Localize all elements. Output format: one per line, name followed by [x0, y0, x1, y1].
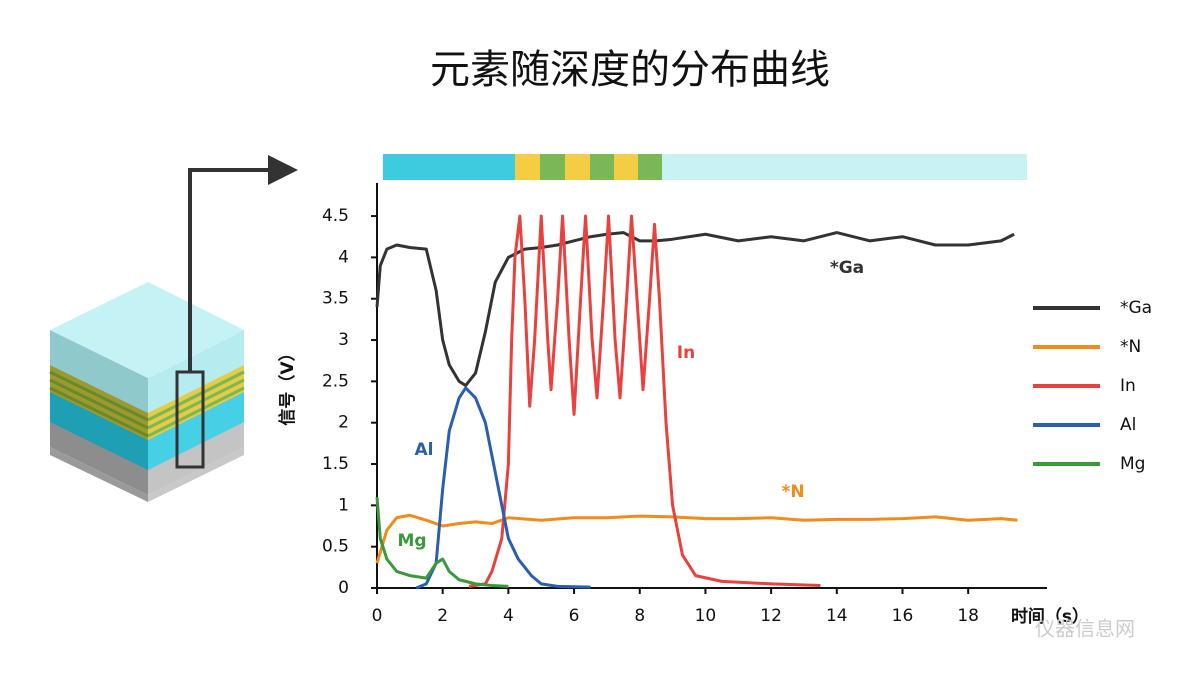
x-tick-label: 2: [437, 606, 448, 626]
series-line: [415, 386, 591, 590]
x-tick-label: 16: [892, 606, 914, 626]
y-tick-label: 2: [338, 413, 349, 433]
chart-title: 元素随深度的分布曲线: [430, 47, 830, 93]
x-tick-label: 10: [695, 606, 717, 626]
annotation: Al: [415, 440, 434, 460]
annotation: *Ga: [830, 258, 864, 278]
y-tick-label: 1: [338, 495, 349, 515]
series-line: [468, 214, 821, 588]
legend-label: Al: [1120, 415, 1136, 435]
annotation: *N: [781, 482, 804, 502]
legend-label: *N: [1120, 337, 1141, 357]
y-tick-label: 2.5: [322, 371, 349, 391]
y-tick-label: 1.5: [322, 454, 349, 474]
y-tick-label: 0.5: [322, 537, 349, 557]
legend-label: In: [1120, 376, 1136, 396]
series-line: [375, 496, 509, 588]
annotation: Mg: [397, 531, 426, 551]
x-tick-label: 0: [372, 606, 383, 626]
x-axis-label: 时间（s）: [1011, 606, 1089, 627]
series-line: [375, 513, 1018, 564]
y-tick-label: 0: [338, 578, 349, 598]
y-axis-label: 信号（V）: [277, 344, 298, 425]
y-tick-label: 4.5: [322, 206, 349, 226]
x-tick-label: 6: [569, 606, 580, 626]
series-line: [375, 231, 1015, 387]
y-tick-label: 3.5: [322, 289, 349, 309]
legend-label: *Ga: [1120, 298, 1152, 318]
x-tick-label: 12: [760, 606, 782, 626]
x-tick-label: 18: [957, 606, 979, 626]
x-tick-label: 8: [634, 606, 645, 626]
watermark: 仪器信息网: [1035, 617, 1135, 641]
legend-label: Mg: [1120, 454, 1145, 474]
annotation: In: [677, 343, 695, 363]
x-tick-label: 14: [826, 606, 848, 626]
x-tick-label: 4: [503, 606, 514, 626]
y-tick-label: 3: [338, 330, 349, 350]
layer-block: [49, 155, 298, 502]
y-tick-label: 4: [338, 247, 349, 267]
layer-strip: [383, 154, 1027, 180]
